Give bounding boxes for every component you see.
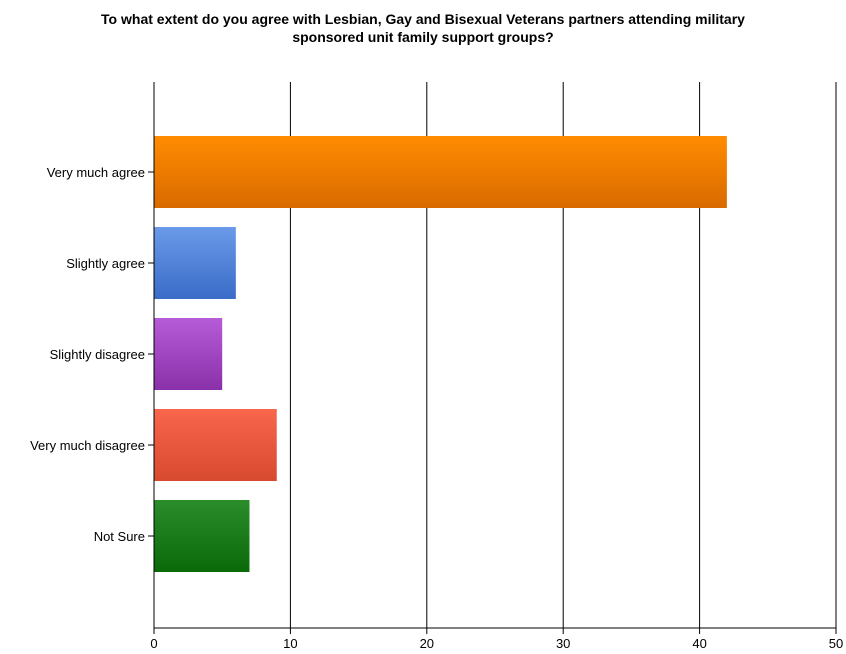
bar-not-sure xyxy=(154,500,250,572)
bar-layer xyxy=(154,136,727,572)
x-tick-label: 40 xyxy=(692,636,706,651)
category-label: Not Sure xyxy=(94,529,145,544)
x-tick-label: 10 xyxy=(283,636,297,651)
x-tick-label: 20 xyxy=(420,636,434,651)
category-label: Slightly agree xyxy=(66,256,145,271)
category-label: Very much agree xyxy=(47,165,145,180)
bar-very-much-agree xyxy=(154,136,727,208)
axis-layer: Very much agree Slightly agree Slightly di… xyxy=(30,82,843,651)
bar-slightly-agree xyxy=(154,227,236,299)
bar-slightly-disagree xyxy=(154,318,223,390)
x-tick-label: 50 xyxy=(829,636,843,651)
chart-title: To what extent do you agree with Lesbian… xyxy=(101,11,745,45)
category-label: Slightly disagree xyxy=(50,347,145,362)
category-label: Very much disagree xyxy=(30,438,145,453)
x-tick-label: 0 xyxy=(150,636,157,651)
x-tick-label: 30 xyxy=(556,636,570,651)
bar-very-much-disagree xyxy=(154,409,277,481)
